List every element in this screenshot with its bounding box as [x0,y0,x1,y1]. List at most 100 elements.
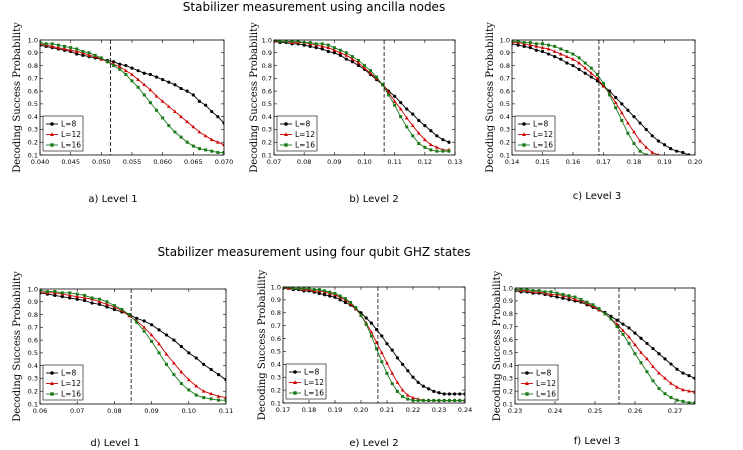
chart-panel-2: 0.1 0.2 0.3 0.4 0.5 0.6 0.7 0.8 0.9 1.0 0.07 0.08 0.… [249,22,462,205]
legend-label: L=8 [61,120,76,129]
data-point-l-16 [90,296,94,300]
y-tick-label: 0.3 [28,126,38,134]
data-point-l-12 [638,138,642,143]
data-point-l-16 [359,313,363,317]
data-point-l-12 [130,72,134,76]
chart-panel-1: 0.1 0.2 0.3 0.4 0.5 0.6 0.7 0.8 0.9 1.0 0.040 0.045… [12,22,233,205]
data-point-l-16 [571,52,575,56]
x-tick-label: 0.20 [354,406,368,414]
data-point-l-16 [45,290,49,294]
data-point-l-12 [380,350,384,355]
data-point-l-12 [406,393,410,397]
data-point-l-16 [291,287,295,290]
data-point-l-16 [338,48,342,52]
y-tick-label: 0.5 [500,100,510,108]
data-point-l-12 [651,364,655,369]
data-point-l-12 [154,94,159,98]
data-point-l-12 [164,352,169,356]
y-tick-label: 1.0 [28,36,38,44]
data-point-l-8 [105,305,109,309]
data-point-l-16 [437,398,441,402]
data-point-l-8 [150,323,154,327]
data-point-l-16 [40,41,42,45]
y-tick-label: 0.8 [28,311,38,319]
data-point-l-8 [405,107,409,111]
data-point-l-8 [453,392,457,396]
legend-label: L=16 [536,390,556,399]
data-point-l-16 [651,379,655,383]
legend-marker [525,371,529,375]
x-tick-label: 0.22 [406,406,420,414]
data-point-l-8 [589,75,593,79]
data-point-l-16 [320,42,324,46]
data-point-l-8 [81,53,85,57]
data-point-l-12 [82,295,87,300]
data-point-l-16 [411,134,415,138]
data-point-l-8 [142,319,146,323]
data-point-l-16 [363,64,366,68]
plot-frame [39,39,225,156]
data-point-l-16 [512,40,514,43]
y-tick-label: 0.2 [503,387,513,395]
data-point-l-12 [693,390,695,394]
data-point-l-8 [669,147,673,151]
data-point-l-12 [534,44,539,48]
data-point-l-16 [401,395,405,399]
y-tick-label: 0.2 [28,388,38,396]
legend-label: L=12 [295,130,315,139]
y-tick-label: 0.5 [28,349,38,357]
data-point-l-12 [142,325,146,329]
chart-panel-6: 0.1 0.2 0.3 0.4 0.5 0.6 0.7 0.8 0.9 1.0 0.23 0.24 0.… [492,270,696,447]
x-tick-label: 0.20 [688,158,702,166]
data-point-l-8 [90,301,94,305]
data-point-l-16 [155,108,159,112]
data-point-l-12 [172,361,176,365]
legend-marker [284,132,288,136]
y-tick-label: 0.4 [28,362,38,370]
data-point-l-8 [577,67,581,71]
data-point-l-12 [559,52,563,56]
data-point-l-8 [130,66,134,70]
data-point-l-16 [573,295,577,299]
data-point-l-16 [369,334,373,338]
data-point-l-16 [164,362,168,366]
x-tick-label: 0.16 [566,158,580,166]
data-point-l-16 [338,294,342,298]
legend-label: L=8 [533,120,548,129]
y-tick-label: 0.2 [500,139,510,147]
data-point-l-12 [173,109,177,113]
data-point-l-12 [209,137,214,142]
legend-label: L=12 [304,378,324,387]
x-tick-label: 0.08 [107,407,121,415]
legend-marker [293,380,297,384]
data-point-l-16 [423,145,427,149]
plot-frame [39,288,227,405]
data-point-l-16 [278,40,282,43]
data-point-l-8 [53,293,57,297]
data-point-l-12 [157,341,161,346]
plot-frame [282,286,466,404]
data-point-l-16 [83,293,87,297]
data-point-l-16 [621,332,625,336]
y-tick-label: 0.9 [262,49,272,57]
data-point-l-16 [547,43,551,47]
y-tick-label: 0.4 [262,113,272,121]
data-point-l-8 [338,53,342,57]
plot-frame [514,287,696,405]
data-point-l-12 [203,133,208,138]
legend-marker [50,381,54,385]
section-title-bottom: Stabilizer measurement using four qubit … [157,245,470,259]
data-point-l-8 [350,60,355,64]
data-point-l-12 [571,57,575,61]
data-point-l-16 [135,320,139,324]
y-tick-label: 0.4 [503,362,513,370]
data-point-l-12 [62,46,67,51]
data-point-l-16 [537,289,541,293]
series-group [40,41,224,154]
data-point-l-8 [561,296,565,300]
data-point-l-8 [417,118,421,123]
data-point-l-12 [97,299,102,304]
chart-panels: 0.1 0.2 0.3 0.4 0.5 0.6 0.7 0.8 0.9 1.0 0.040 0.045… [12,22,702,449]
data-point-l-16 [615,325,619,329]
data-point-l-8 [320,47,324,51]
